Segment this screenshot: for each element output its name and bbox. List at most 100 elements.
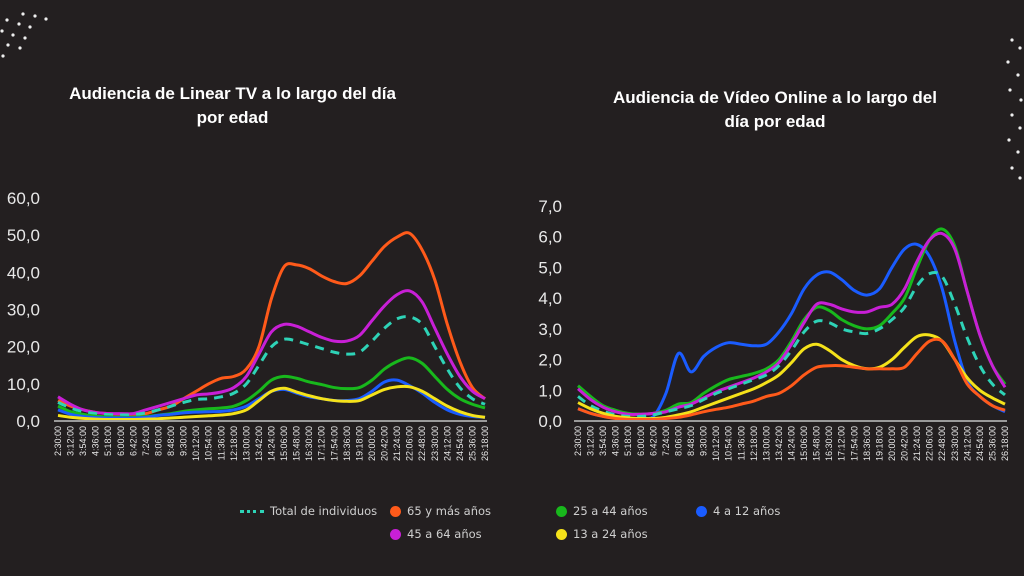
left-chart-title: Audiencia de Linear TV a lo largo del dí… [30, 82, 435, 130]
y-tick-label: 40,0 [7, 263, 40, 282]
x-tick-label: 8:48:00 [166, 426, 176, 456]
decorative-dot [1010, 113, 1014, 117]
decorative-dot [33, 14, 37, 18]
y-tick-label: 4,0 [538, 289, 562, 308]
x-tick-label: 14:24:00 [787, 426, 797, 461]
x-tick-label: 10:12:00 [711, 426, 721, 461]
decorative-dot [18, 46, 22, 50]
series-line-25-a-44-años [57, 356, 486, 419]
decorative-dot [21, 12, 25, 16]
x-tick-label: 22:48:00 [417, 426, 427, 461]
x-tick-label: 3:12:00 [586, 426, 596, 456]
legend-label: 25 a 44 años [573, 504, 648, 518]
x-tick-label: 14:24:00 [267, 426, 277, 461]
series-line-13-a-24-años [57, 384, 486, 422]
x-tick-label: 19:18:00 [354, 426, 364, 461]
magenta-dot-icon [390, 528, 401, 540]
x-tick-label: 17:12:00 [837, 426, 847, 461]
legend-label: Total de individuos [270, 504, 378, 518]
legend-65: 65 y más años [390, 504, 491, 518]
x-tick-label: 22:48:00 [937, 426, 947, 461]
x-tick-label: 21:24:00 [392, 426, 402, 461]
y-tick-label: 10,0 [7, 375, 40, 394]
x-tick-label: 13:00:00 [241, 426, 251, 461]
decorative-dot [44, 17, 48, 21]
legend-13: 13 a 24 años [556, 527, 648, 541]
x-tick-label: 25:36:00 [467, 426, 477, 461]
x-tick-label: 26:18:00 [480, 426, 490, 461]
green-dot-icon [556, 505, 567, 517]
x-tick-label: 17:54:00 [329, 426, 339, 461]
legend-label: 65 y más años [407, 504, 492, 518]
y-tick-label: 6,0 [538, 228, 562, 247]
x-tick-label: 9:30:00 [179, 426, 189, 456]
x-tick-label: 20:42:00 [900, 426, 910, 461]
x-tick-label: 19:18:00 [874, 426, 884, 461]
dashed-line-icon [240, 509, 264, 513]
x-tick-label: 5:18:00 [103, 426, 113, 456]
x-tick-label: 20:00:00 [887, 426, 897, 461]
x-tick-label: 12:18:00 [229, 426, 239, 461]
x-tick-label: 6:42:00 [648, 426, 658, 456]
decorative-dot [1, 54, 5, 58]
series-line-total-de-individuos [57, 315, 486, 417]
x-tick-label: 7:24:00 [141, 426, 151, 456]
x-tick-label: 8:06:00 [673, 426, 683, 456]
series-line-65-y-más-años [57, 231, 486, 416]
decorative-dot [23, 36, 27, 40]
legend-label: 45 a 64 años [407, 527, 482, 541]
x-tick-label: 24:54:00 [455, 426, 465, 461]
x-tick-label: 10:54:00 [204, 426, 214, 461]
x-tick-label: 3:54:00 [598, 426, 608, 456]
x-tick-label: 6:00:00 [116, 426, 126, 456]
y-tick-label: 60,0 [7, 189, 40, 208]
x-tick-label: 17:12:00 [317, 426, 327, 461]
x-tick-label: 21:24:00 [912, 426, 922, 461]
x-tick-label: 13:42:00 [254, 426, 264, 461]
x-tick-label: 2:30:00 [53, 426, 63, 456]
legend-25: 25 a 44 años [556, 504, 648, 518]
decorative-dot [5, 18, 9, 22]
legend-45: 45 a 64 años [390, 527, 482, 541]
y-tick-label: 0,0 [16, 412, 40, 431]
decorative-dot [1016, 150, 1020, 154]
y-tick-label: 50,0 [7, 226, 40, 245]
x-tick-label: 12:18:00 [749, 426, 759, 461]
decorative-dot [1007, 138, 1011, 142]
x-tick-label: 26:18:00 [1000, 426, 1010, 461]
series-line-13-a-24-años [577, 333, 1006, 421]
orange-dot-icon [390, 505, 401, 517]
x-tick-label: 13:00:00 [761, 426, 771, 461]
legend-4: 4 a 12 años [696, 504, 780, 518]
series-line-45-a-64-años [577, 231, 1007, 416]
x-tick-label: 8:06:00 [153, 426, 163, 456]
y-tick-label: 2,0 [538, 351, 562, 370]
x-tick-label: 24:12:00 [442, 426, 452, 461]
decorative-dot [1010, 38, 1014, 42]
legend-label: 4 a 12 años [713, 504, 781, 518]
decorative-dot [1018, 46, 1022, 50]
x-tick-label: 2:30:00 [573, 426, 583, 456]
decorative-dot [28, 25, 32, 29]
x-tick-label: 24:54:00 [975, 426, 985, 461]
x-tick-label: 16:30:00 [824, 426, 834, 461]
right-title-line2: día por edad [724, 112, 826, 131]
decorative-dot [1008, 88, 1012, 92]
x-tick-label: 11:36:00 [736, 426, 746, 460]
x-tick-label: 22:06:00 [925, 426, 935, 461]
y-tick-label: 3,0 [538, 320, 562, 339]
x-tick-label: 23:30:00 [950, 426, 960, 461]
y-tick-label: 5,0 [538, 258, 562, 277]
x-tick-label: 22:06:00 [405, 426, 415, 461]
x-tick-label: 3:54:00 [78, 426, 88, 456]
x-tick-label: 15:48:00 [812, 426, 822, 461]
x-tick-label: 6:00:00 [636, 426, 646, 456]
decorative-dot [1010, 166, 1014, 170]
series-line-total-de-individuos [577, 271, 1006, 419]
y-tick-label: 20,0 [7, 338, 40, 357]
x-tick-label: 18:36:00 [862, 426, 872, 461]
x-tick-label: 6:42:00 [128, 426, 138, 456]
x-tick-label: 11:36:00 [216, 426, 226, 460]
x-tick-label: 10:54:00 [724, 426, 734, 461]
